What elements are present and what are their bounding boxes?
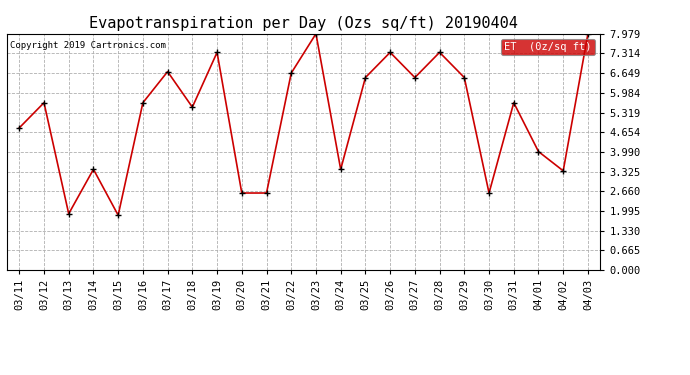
Legend: ET  (0z/sq ft): ET (0z/sq ft) xyxy=(502,39,595,55)
Title: Evapotranspiration per Day (Ozs sq/ft) 20190404: Evapotranspiration per Day (Ozs sq/ft) 2… xyxy=(89,16,518,31)
Text: Copyright 2019 Cartronics.com: Copyright 2019 Cartronics.com xyxy=(10,41,166,50)
